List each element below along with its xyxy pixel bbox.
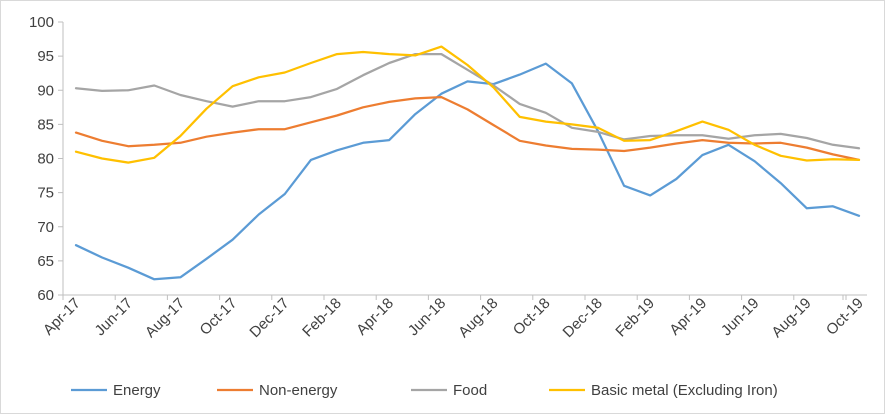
x-tick-label: Dec-17 xyxy=(246,295,292,341)
x-tick-label: Oct-18 xyxy=(510,295,554,339)
x-tick-label: Apr-19 xyxy=(666,295,710,339)
y-tick-label: 75 xyxy=(37,185,54,202)
x-tick-label: Aug-18 xyxy=(455,295,501,341)
series-line-non-energy xyxy=(74,95,861,162)
legend-label: Basic metal (Excluding Iron) xyxy=(591,382,778,399)
x-tick-label: Jun-18 xyxy=(405,295,449,339)
x-tick-label: Aug-17 xyxy=(142,295,188,341)
series-lines xyxy=(74,45,861,281)
y-tick-label: 80 xyxy=(37,151,54,168)
series-line-energy xyxy=(74,62,861,281)
legend-label: Energy xyxy=(113,382,161,399)
x-tick-label: Jun-17 xyxy=(92,295,136,339)
y-tick-label: 90 xyxy=(37,82,54,99)
x-tick-label: Dec-18 xyxy=(560,295,606,341)
x-axis: Apr-17 Jun-17 Aug-17 Oct-17 Dec-17 Feb-18 Apr-… xyxy=(40,294,867,341)
x-tick-label: Aug-19 xyxy=(768,295,814,341)
x-tick-label: Apr-18 xyxy=(353,295,397,339)
y-tick-label: 60 xyxy=(37,287,54,304)
series-line-basic-metal-excluding-iron xyxy=(74,45,861,164)
x-tick-label: Oct-19 xyxy=(823,295,867,339)
y-tick-label: 70 xyxy=(37,219,54,236)
legend: Energy Non-energy Food Basic metal (Excludi… xyxy=(71,382,778,399)
series-line-food xyxy=(74,52,861,150)
x-tick-label: Feb-19 xyxy=(612,295,658,341)
y-tick-label: 100 xyxy=(29,14,54,31)
x-tick-label: Feb-18 xyxy=(299,295,345,341)
legend-label: Food xyxy=(453,382,487,399)
y-tick-label: 95 xyxy=(37,48,54,65)
x-tick-label: Oct-17 xyxy=(197,295,241,339)
x-tick-label: Jun-19 xyxy=(718,295,762,339)
y-axis: 60 65 70 75 80 85 90 95 100 xyxy=(29,14,64,304)
legend-label: Non-energy xyxy=(259,382,338,399)
y-tick-label: 85 xyxy=(37,116,54,133)
y-tick-label: 65 xyxy=(37,253,54,270)
